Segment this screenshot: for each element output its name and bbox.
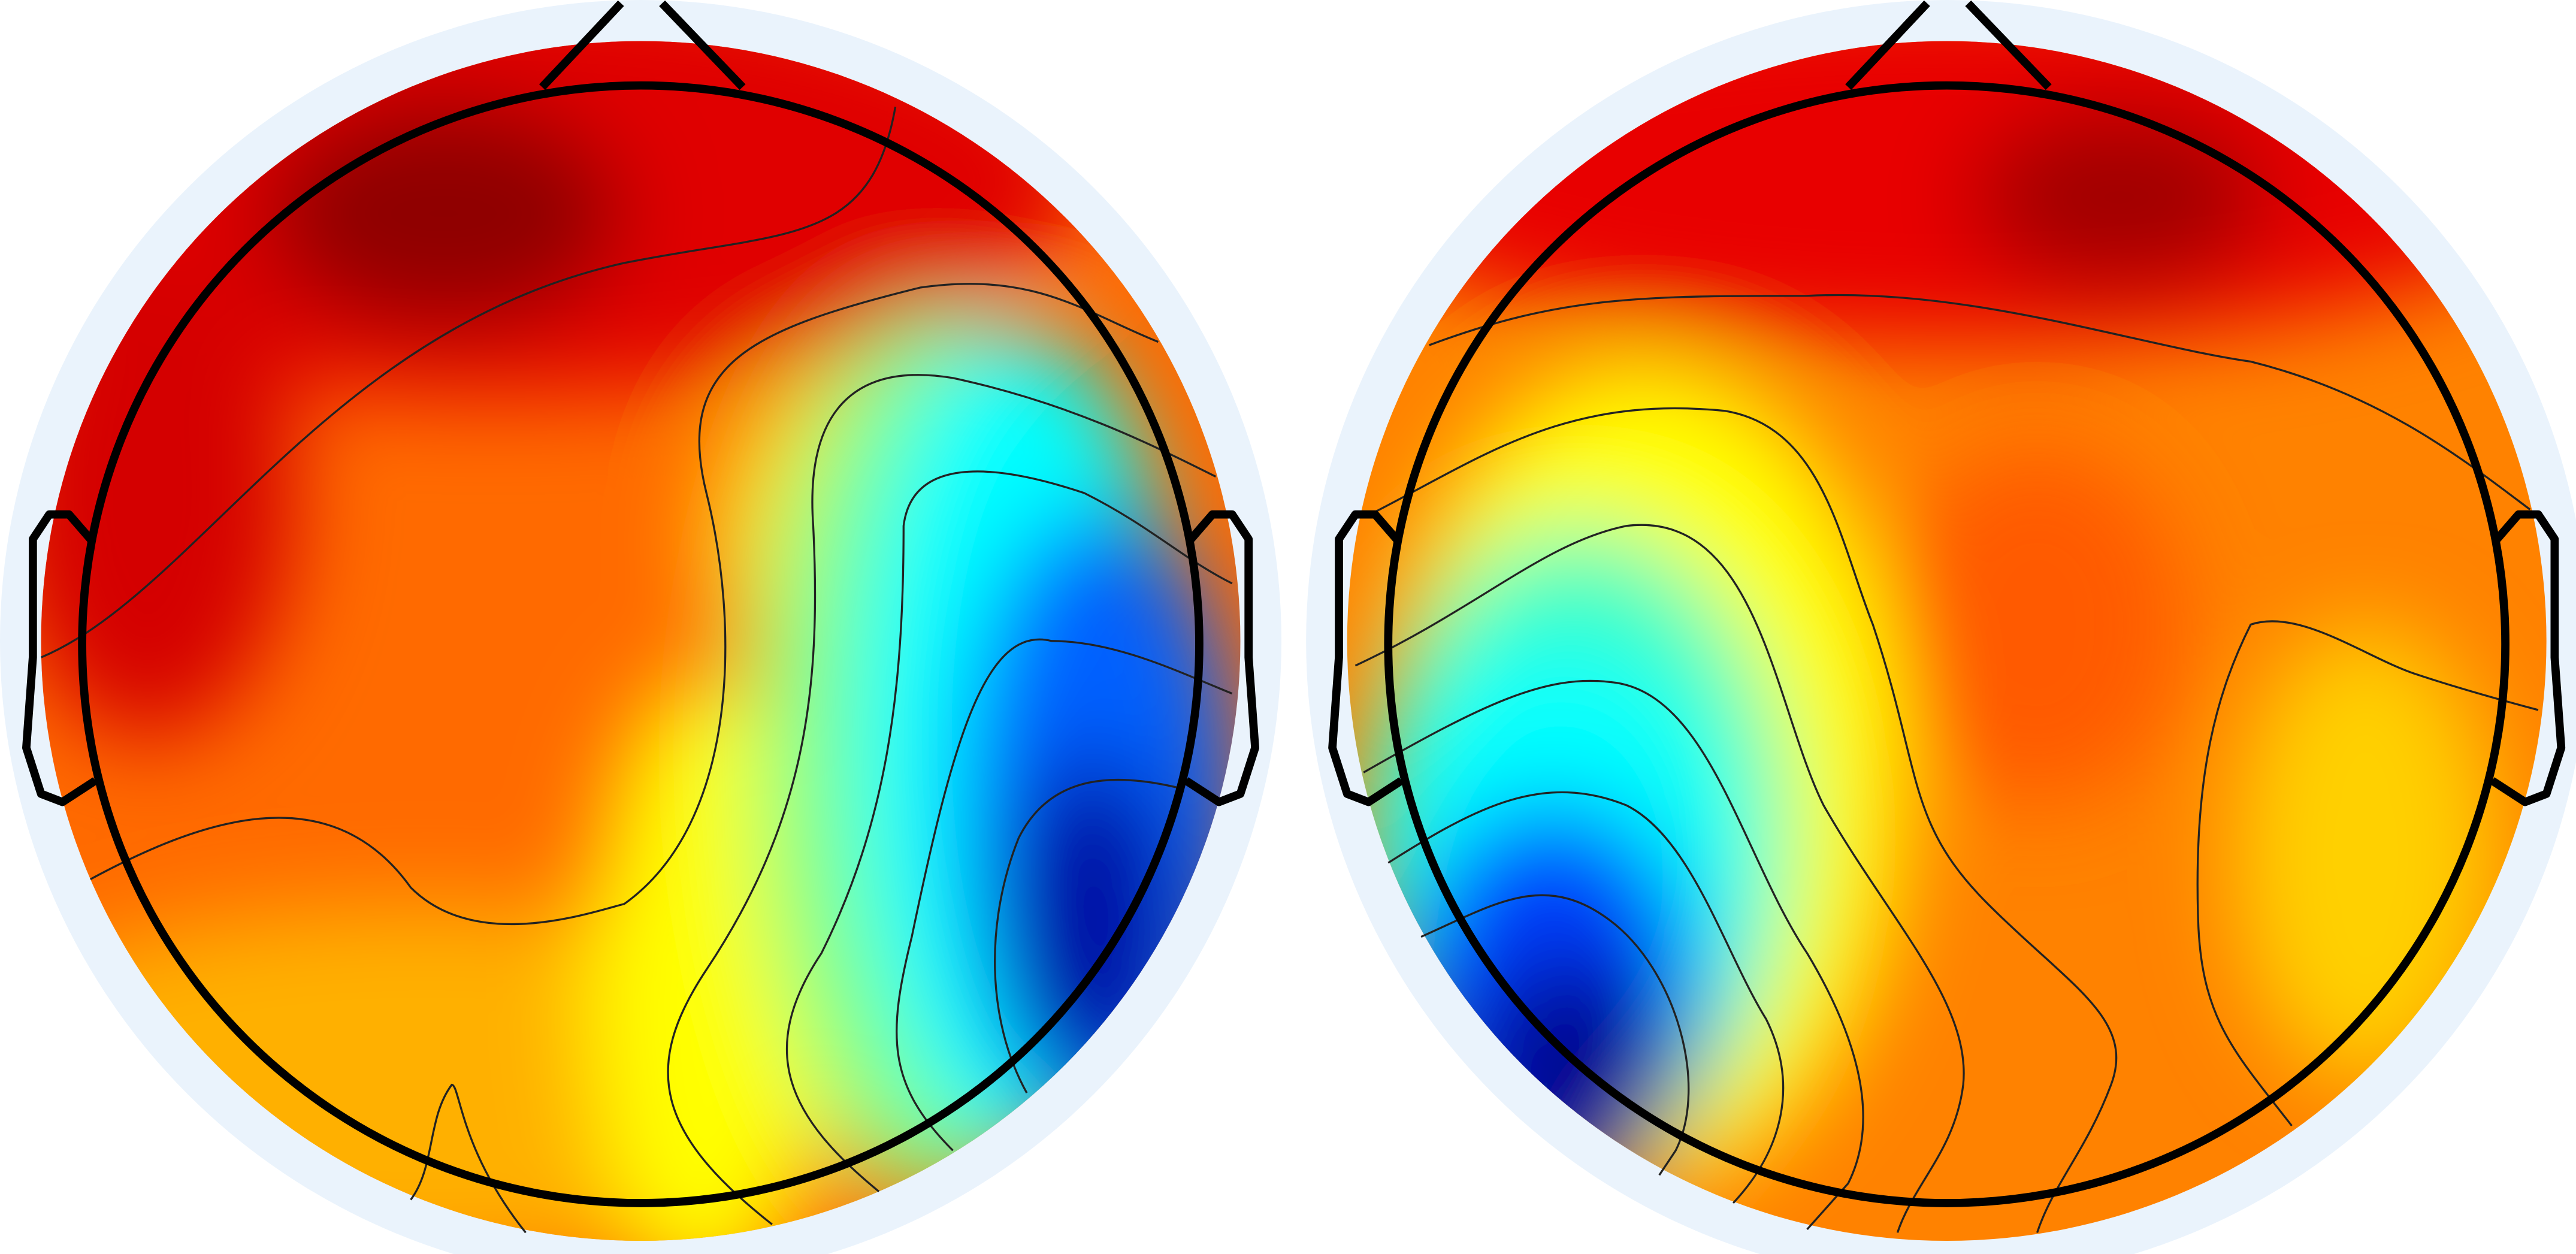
nose (539, 0, 746, 90)
left-ear (22, 510, 98, 806)
contours (1354, 294, 2539, 1233)
head-outline (22, 0, 1260, 1207)
contours (40, 107, 1233, 1234)
topomap-left (0, 0, 1281, 1254)
topomap-right (1306, 0, 2576, 1254)
head-outline (1328, 0, 2566, 1207)
nose (1845, 0, 2052, 90)
right-ear (1184, 510, 1260, 806)
right-ear (2490, 510, 2566, 806)
left-ear (1328, 510, 1404, 806)
